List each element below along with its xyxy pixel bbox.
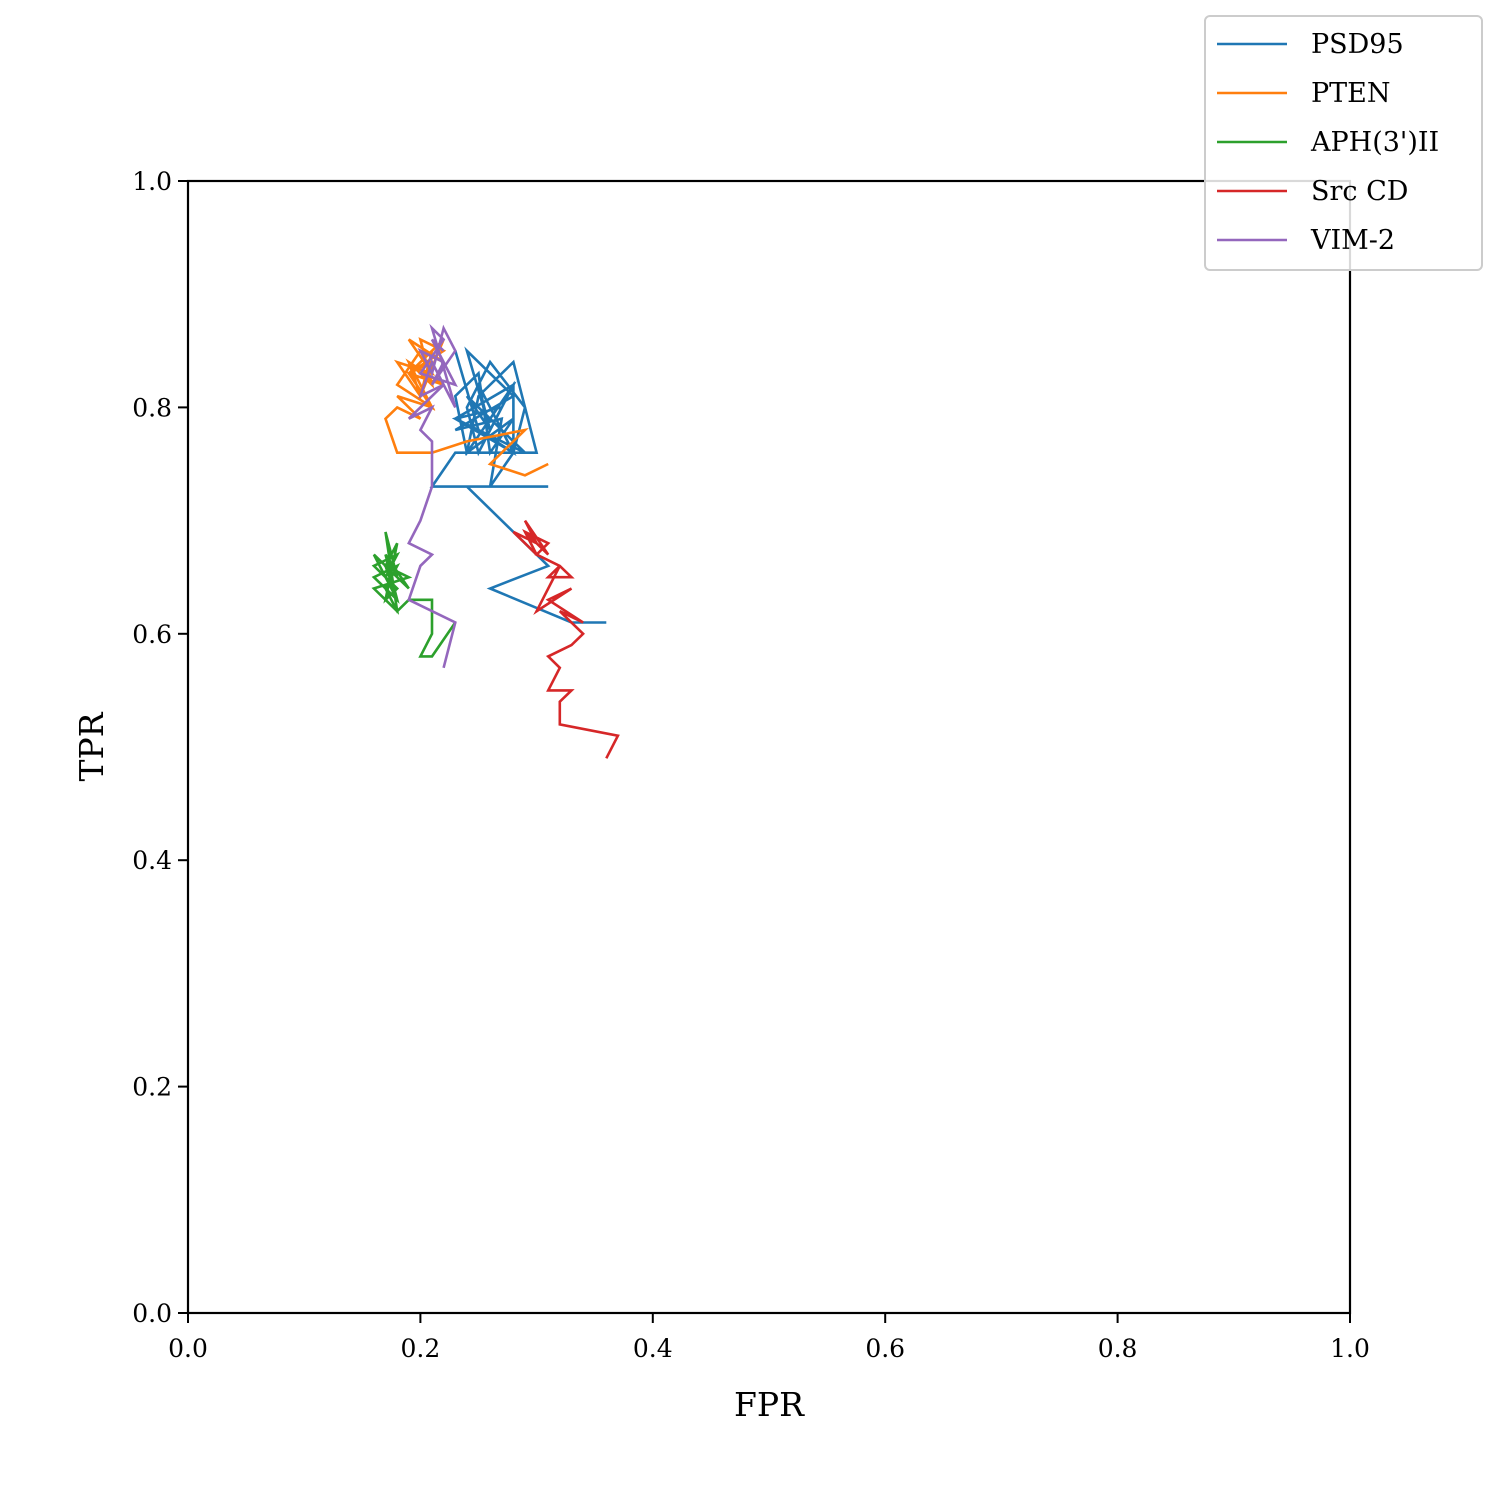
y-axis-ticks: 0.0 0.2 0.4 0.6 0.8 1.0: [132, 167, 188, 1328]
x-axis-ticks: 0.0 0.2 0.4 0.6 0.8 1.0: [168, 1313, 1370, 1363]
y-tick-label: 1.0: [132, 167, 172, 196]
series-line-0: [429, 346, 607, 624]
legend: PSD95 PTEN APH(3')II Src CD VIM-2: [1204, 15, 1483, 271]
y-tick-label: 0.4: [132, 846, 172, 875]
x-tick-label: 0.2: [401, 1334, 441, 1363]
x-tick-label: 0.8: [1098, 1334, 1138, 1363]
y-tick-label: 0.2: [132, 1073, 172, 1102]
x-tick-label: 0.6: [865, 1334, 905, 1363]
legend-label-4: VIM-2: [1310, 225, 1395, 256]
series-line-4: [407, 323, 458, 669]
plot-frame: [186, 179, 1352, 1315]
y-tick-label: 0.0: [132, 1299, 172, 1328]
series-layer: [371, 323, 620, 759]
x-tick-label: 0.0: [168, 1334, 208, 1363]
series-line-3: [512, 519, 620, 759]
legend-label-3: Src CD: [1311, 176, 1408, 207]
legend-label-0: PSD95: [1311, 29, 1404, 60]
y-tick-label: 0.6: [132, 620, 172, 649]
y-axis-label: TPR: [72, 711, 111, 781]
x-axis-label: FPR: [734, 1385, 805, 1424]
y-tick-label: 0.8: [132, 393, 172, 422]
x-tick-label: 1.0: [1330, 1334, 1370, 1363]
legend-box: [1204, 15, 1483, 271]
legend-label-1: PTEN: [1311, 78, 1391, 109]
x-tick-label: 0.4: [633, 1334, 673, 1363]
series-line-2: [371, 531, 457, 658]
series-line-1: [384, 337, 549, 477]
legend-label-2: APH(3')II: [1310, 127, 1439, 158]
